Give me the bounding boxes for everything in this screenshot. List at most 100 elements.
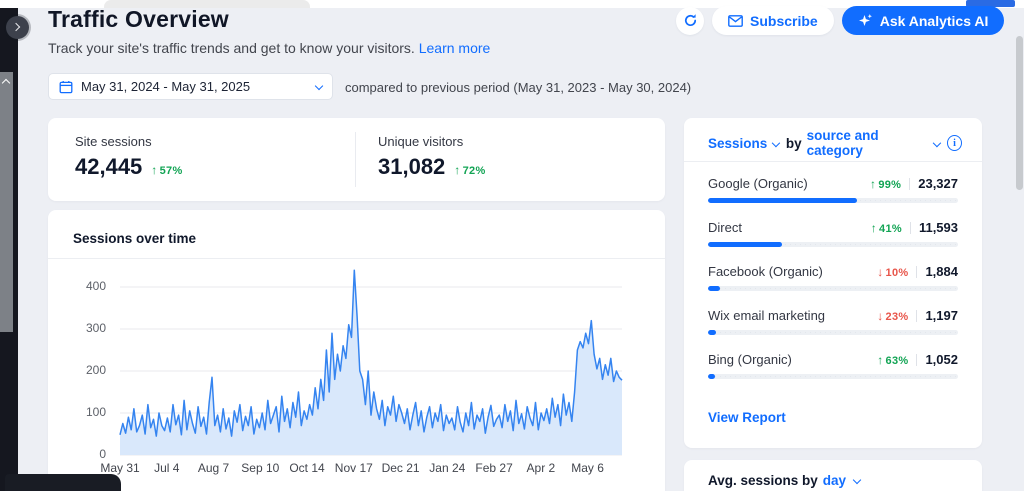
y-tick-label: 300: [48, 321, 106, 335]
source-row-google[interactable]: Google (Organic) ↑99% 23,327: [708, 176, 958, 214]
y-tick-label: 100: [48, 405, 106, 419]
change-percent: ↓23%: [877, 309, 908, 323]
by-label: by: [786, 136, 802, 151]
trend-arrow-icon: ↑: [454, 163, 460, 177]
source-row-bing[interactable]: Bing (Organic) ↑63% 1,052: [708, 352, 958, 390]
source-name: Facebook (Organic): [708, 264, 823, 279]
trend-arrow-icon: ↑: [151, 163, 157, 177]
divider: [684, 161, 982, 162]
trend-arrow-icon: ↓: [877, 265, 883, 279]
y-tick-label: 200: [48, 363, 106, 377]
source-row-wix-email[interactable]: Wix email marketing ↓23% 1,197: [708, 308, 958, 346]
metric-dropdown[interactable]: Sessions: [708, 136, 767, 151]
kpi-value: 31,082: [378, 154, 445, 180]
header-actions: Subscribe Ask Analytics AI: [676, 6, 1004, 35]
ask-analytics-ai-button[interactable]: Ask Analytics AI: [842, 6, 1005, 35]
x-tick-label: Apr 2: [527, 461, 556, 475]
page-title: Traffic Overview: [48, 6, 229, 33]
refresh-button[interactable]: [676, 7, 704, 35]
divider: [48, 258, 665, 259]
trend-arrow-icon: ↑: [870, 177, 876, 191]
kpi-label: Site sessions: [75, 134, 183, 149]
source-name: Google (Organic): [708, 176, 808, 191]
bottom-left-overlay: [5, 474, 121, 491]
kpi-change: ↑57%: [151, 163, 182, 177]
share-bar: [708, 374, 958, 379]
x-axis-labels: May 31Jul 4Aug 7Sep 10Oct 14Nov 17Dec 21…: [120, 461, 622, 477]
kpi-value: 42,445: [75, 154, 142, 180]
source-value: 23,327: [918, 176, 958, 191]
x-tick-label: Dec 21: [382, 461, 420, 475]
x-tick-label: Feb 27: [475, 461, 512, 475]
y-tick-label: 400: [48, 279, 106, 293]
source-name: Wix email marketing: [708, 308, 825, 323]
divider: [916, 266, 917, 278]
sessions-line-chart[interactable]: [120, 266, 622, 455]
source-name: Direct: [708, 220, 742, 235]
change-percent: ↓10%: [877, 265, 908, 279]
kpi-change: ↑72%: [454, 163, 485, 177]
share-bar-fill: [708, 198, 857, 203]
learn-more-link[interactable]: Learn more: [419, 40, 491, 56]
kpi-label: Unique visitors: [378, 134, 486, 149]
source-value: 1,884: [925, 264, 958, 279]
x-tick-label: Oct 14: [289, 461, 324, 475]
subscribe-button[interactable]: Subscribe: [712, 6, 834, 35]
analytics-dashboard: Traffic Overview Track your site's traff…: [0, 0, 1024, 491]
dimension-dropdown[interactable]: source and category: [807, 128, 929, 158]
x-tick-label: May 6: [571, 461, 604, 475]
kpi-unique-visitors: Unique visitors 31,082 ↑72%: [378, 134, 486, 180]
x-tick-label: Jul 4: [154, 461, 179, 475]
source-name: Bing (Organic): [708, 352, 792, 367]
chart-title: Sessions over time: [73, 231, 196, 246]
envelope-icon: [728, 15, 743, 27]
share-bar: [708, 286, 958, 291]
x-tick-label: Jan 24: [429, 461, 465, 475]
change-percent: ↑41%: [871, 221, 902, 235]
share-bar-fill: [708, 242, 782, 247]
expand-sidebar-button[interactable]: [6, 16, 29, 39]
day-dropdown[interactable]: day: [823, 473, 846, 488]
divider: [909, 178, 910, 190]
sessions-by-source-card: Sessions by source and category i Google…: [684, 118, 982, 448]
source-row-direct[interactable]: Direct ↑41% 11,593: [708, 220, 958, 258]
date-range-picker[interactable]: May 31, 2024 - May 31, 2025: [48, 73, 333, 100]
x-tick-label: May 31: [100, 461, 139, 475]
trend-arrow-icon: ↑: [871, 221, 877, 235]
share-bar-fill: [708, 330, 716, 335]
divider: [916, 310, 917, 322]
source-value: 1,197: [925, 308, 958, 323]
sessions-over-time-card: Sessions over time 0 100 200 300 400 May 31 J…: [48, 210, 665, 491]
divider: [910, 222, 911, 234]
page-scrollbar[interactable]: [1016, 36, 1023, 190]
view-report-link[interactable]: View Report: [708, 410, 786, 425]
calendar-icon: [59, 80, 73, 94]
x-tick-label: Sep 10: [241, 461, 279, 475]
chevron-right-icon: [12, 23, 20, 31]
source-value: 11,593: [919, 220, 958, 235]
chevron-down-icon: [933, 139, 941, 147]
chevron-down-icon: [772, 139, 780, 147]
source-value: 1,052: [925, 352, 958, 367]
divider: [355, 132, 356, 187]
trend-arrow-icon: ↓: [877, 309, 883, 323]
source-row-facebook[interactable]: Facebook (Organic) ↓10% 1,884: [708, 264, 958, 302]
change-percent: ↑63%: [877, 353, 908, 367]
chevron-down-icon: [315, 81, 323, 89]
kpi-summary-card: Site sessions 42,445 ↑57% Unique visitor…: [48, 118, 665, 201]
date-range-value: May 31, 2024 - May 31, 2025: [81, 79, 308, 94]
chevron-up-icon: [2, 79, 10, 87]
refresh-icon: [683, 13, 698, 28]
trend-arrow-icon: ↑: [877, 353, 883, 367]
divider: [916, 354, 917, 366]
avg-sessions-title: Avg. sessions by day: [708, 473, 860, 488]
share-bar: [708, 198, 958, 203]
x-tick-label: Aug 7: [198, 461, 229, 475]
x-tick-label: Nov 17: [335, 461, 373, 475]
share-bar: [708, 242, 958, 247]
y-tick-label: 0: [48, 447, 106, 461]
share-bar-fill: [708, 286, 720, 291]
chevron-down-icon: [853, 475, 861, 483]
info-icon[interactable]: i: [947, 135, 962, 151]
rail-scrollbar[interactable]: [0, 72, 13, 332]
